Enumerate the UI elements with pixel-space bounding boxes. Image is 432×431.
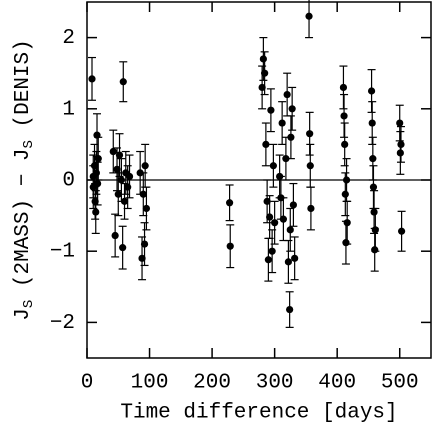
point (88, 75, 96, 83)
point (371, 246, 379, 254)
point (226, 199, 234, 207)
point (94, 155, 102, 163)
y-tick-label: −2 (50, 312, 75, 335)
point (369, 155, 377, 163)
point (259, 55, 267, 63)
y-tick-label: 0 (62, 170, 75, 193)
point (113, 165, 121, 173)
y-axis-label-part: J (12, 308, 35, 321)
point (92, 208, 100, 216)
point (119, 244, 127, 252)
point (115, 151, 124, 159)
point (340, 112, 348, 120)
point (288, 105, 296, 113)
x-tick-label: 400 (318, 372, 356, 395)
x-tick-label: 200 (193, 372, 231, 395)
x-tick-label: 0 (81, 372, 94, 395)
point (279, 215, 287, 223)
y-axis-label-part: (2MASS) − (12, 161, 35, 300)
point (283, 90, 291, 99)
point (287, 133, 295, 141)
point (342, 239, 350, 247)
point (339, 83, 348, 92)
point (271, 219, 279, 227)
y-tick-label: −1 (50, 241, 75, 264)
point (367, 87, 376, 95)
point (369, 183, 378, 191)
point (286, 226, 294, 234)
point (396, 149, 404, 157)
point (284, 258, 292, 266)
point (261, 69, 269, 77)
point (341, 190, 349, 198)
x-axis-label: Time difference [days] (120, 402, 397, 425)
point (289, 201, 297, 209)
point (269, 162, 277, 170)
point (397, 140, 405, 148)
y-axis-label-part: J (12, 148, 35, 161)
x-tick-label: 100 (131, 372, 169, 395)
point (371, 226, 379, 234)
point (90, 162, 99, 170)
point (306, 162, 314, 170)
point (92, 169, 100, 177)
y-axis-label-part: S (21, 140, 37, 148)
point (264, 256, 272, 264)
y-axis-label-part: S (21, 300, 37, 308)
point (109, 147, 117, 156)
point (305, 12, 313, 20)
point (286, 305, 294, 314)
point (120, 197, 129, 205)
point (307, 204, 315, 213)
point (370, 208, 378, 216)
point (142, 204, 151, 213)
point (117, 176, 125, 184)
point (263, 197, 271, 205)
y-tick-label: 2 (62, 27, 75, 50)
point (138, 254, 146, 262)
y-axis-label-part: (DENIS) (12, 39, 35, 140)
point (94, 179, 102, 188)
point (266, 213, 274, 221)
point (291, 254, 299, 262)
point (268, 247, 276, 255)
x-tick-label: 300 (256, 372, 294, 395)
point (114, 190, 122, 198)
y-axis-label: JS (2MASS) − JS (DENIS) (12, 39, 37, 320)
point (278, 119, 286, 127)
point (343, 219, 351, 227)
point (139, 190, 147, 198)
point (258, 83, 266, 92)
point (396, 119, 404, 127)
point (111, 231, 119, 240)
point (267, 106, 275, 114)
point (306, 130, 314, 138)
point (398, 227, 406, 235)
point (119, 78, 127, 86)
point (91, 197, 99, 205)
point (368, 119, 376, 127)
point (262, 140, 270, 148)
point (226, 242, 234, 250)
point (342, 176, 351, 184)
point (140, 240, 149, 248)
point (341, 140, 349, 148)
x-tick-label: 500 (381, 372, 419, 395)
point (124, 183, 132, 191)
point (282, 155, 290, 163)
y-tick-label: 1 (62, 98, 75, 121)
point (141, 162, 149, 170)
point (125, 172, 134, 181)
